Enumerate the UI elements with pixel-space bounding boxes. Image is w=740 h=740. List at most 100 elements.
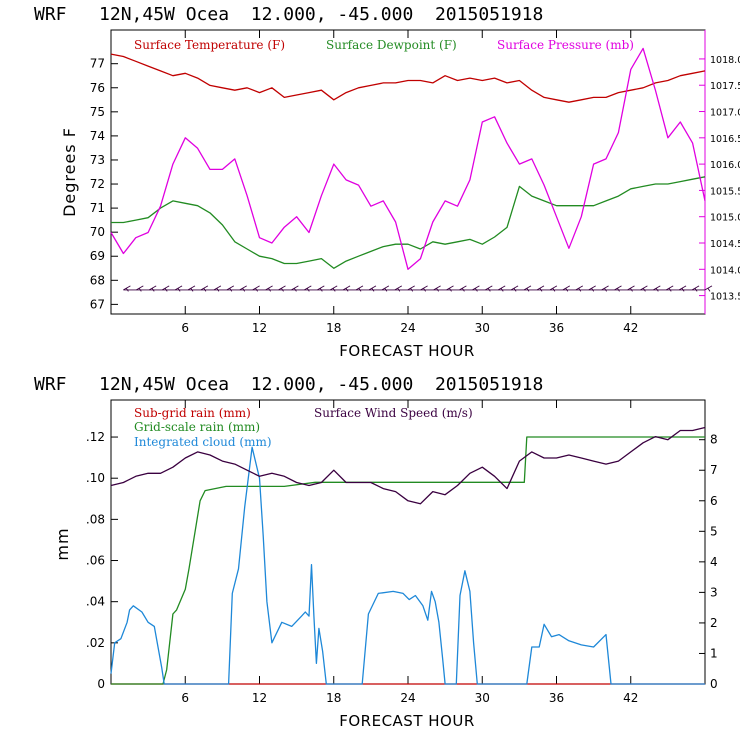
wind-barb — [665, 285, 674, 292]
y-tick-label: .10 — [86, 471, 105, 485]
legend-grid-rain: Grid-scale rain (mm) — [134, 420, 260, 434]
plot-frame — [110, 29, 706, 315]
wind-barb — [187, 285, 196, 292]
y2-tick-label: 1016.5 — [710, 134, 740, 145]
x-tick-label: 6 — [181, 691, 189, 705]
y2-tick-label: 1015.0 — [710, 213, 740, 224]
legend-wind: Surface Wind Speed (m/s) — [314, 406, 473, 420]
y2-tick-label: 1017.5 — [710, 81, 740, 92]
wind-barb — [265, 285, 273, 292]
x-tick-label: 18 — [326, 321, 341, 335]
wind-barb — [304, 285, 312, 292]
wind-barb — [329, 285, 338, 292]
y-tick-label: 70 — [90, 225, 105, 239]
wind-axis-ticks: 0 1 2 3 4 5 6 7 8 — [699, 433, 718, 691]
wind-barb — [368, 285, 377, 292]
wind-barb — [678, 285, 687, 292]
wind-barb — [523, 285, 532, 292]
y2-tick-label: 4 — [710, 555, 718, 569]
y2-tick-label: 5 — [710, 524, 718, 538]
wind-barb — [200, 285, 209, 292]
y2-tick-label: 1013.5 — [710, 292, 740, 303]
wind-barb — [136, 285, 144, 292]
wind-speed-line — [110, 426, 706, 505]
x-tick-label: 42 — [623, 691, 638, 705]
y2-tick-label: 1018.0 — [710, 55, 740, 66]
x-axis-ticks: 6 12 18 24 30 36 42 — [181, 400, 638, 705]
pressure-axis-ticks: 1013.5 1014.0 1014.5 1015.0 1015.5 1016.0 1016… — [699, 55, 740, 303]
wind-barb — [148, 285, 157, 292]
y2-tick-label: 1016.0 — [710, 160, 740, 171]
wind-barb — [252, 285, 260, 292]
y2-tick-label: 3 — [710, 585, 718, 599]
wind-barb — [691, 285, 700, 292]
y2-tick-label: 2 — [710, 616, 718, 630]
x-tick-label: 18 — [326, 691, 341, 705]
series-group — [110, 47, 706, 270]
y-tick-label: .04 — [86, 595, 105, 609]
wind-barb — [510, 285, 519, 292]
wind-barb — [213, 285, 222, 292]
wind-barb — [562, 285, 571, 292]
y2-tick-label: 1015.5 — [710, 186, 740, 197]
y2-tick-label: 7 — [710, 463, 718, 477]
pressure-line — [110, 47, 706, 270]
wind-barb — [614, 285, 622, 292]
wind-barb — [588, 285, 596, 292]
y-tick-label: .12 — [86, 430, 105, 444]
y-tick-label: 74 — [90, 129, 105, 143]
wind-barb — [174, 285, 183, 292]
x-tick-label: 36 — [549, 321, 564, 335]
legend-pressure: Surface Pressure (mb) — [497, 38, 634, 52]
dewpoint-line — [111, 176, 706, 269]
y-tick-label: .06 — [86, 554, 105, 568]
temperature-panel: WRF 12N,45W Ocea 12.000, -45.000 2015051… — [34, 4, 740, 360]
y-tick-label: 68 — [90, 273, 105, 287]
wind-barb — [278, 285, 286, 292]
legend-subgrid-rain: Sub-grid rain (mm) — [134, 406, 251, 420]
series-group — [110, 426, 706, 685]
cloud-line — [110, 446, 705, 685]
x-tick-label: 30 — [475, 691, 490, 705]
y2-tick-label: 8 — [710, 433, 718, 447]
wind-barb — [601, 285, 609, 292]
wind-barb — [704, 285, 713, 292]
y-tick-label: 75 — [90, 105, 105, 119]
y2-tick-label: 1 — [710, 646, 718, 660]
y-tick-label: 73 — [90, 153, 105, 167]
wind-barb — [575, 285, 584, 292]
y-tick-label: 72 — [90, 177, 105, 191]
wind-barb — [161, 285, 170, 292]
grid-rain-line — [111, 436, 705, 685]
y-tick-label: 69 — [90, 249, 105, 263]
wind-barb — [342, 285, 351, 292]
wind-barb — [123, 285, 131, 292]
wind-barb — [433, 285, 441, 292]
y-tick-label: .02 — [86, 636, 105, 650]
wind-barb — [420, 285, 428, 292]
y-tick-label: 67 — [90, 297, 105, 311]
y-axis-ticks: 67 68 69 70 71 72 73 74 75 76 77 — [90, 57, 118, 311]
legend-dewpoint: Surface Dewpoint (F) — [326, 38, 457, 52]
y-tick-label: 71 — [90, 201, 105, 215]
wind-barb — [497, 285, 506, 292]
y-axis-title: mm — [53, 527, 72, 560]
y-tick-label: .08 — [86, 512, 105, 526]
y2-tick-label: 1014.0 — [710, 265, 740, 276]
y-tick-label: 77 — [90, 57, 105, 71]
x-tick-label: 24 — [400, 691, 415, 705]
y2-tick-label: 0 — [710, 677, 718, 691]
x-axis-title: FORECAST HOUR — [339, 342, 475, 360]
x-axis-title: FORECAST HOUR — [339, 712, 475, 730]
y2-tick-label: 1017.0 — [710, 108, 740, 119]
y-axis-ticks: 0 .02 .04 .06 .08 .10 .12 — [86, 430, 118, 691]
x-tick-label: 24 — [400, 321, 415, 335]
y2-tick-label: 6 — [710, 494, 718, 508]
wind-barb — [291, 285, 299, 292]
wind-barb — [407, 285, 415, 292]
wind-barbs — [123, 285, 713, 292]
x-tick-label: 12 — [252, 691, 267, 705]
x-tick-label: 36 — [549, 691, 564, 705]
legend-temperature: Surface Temperature (F) — [134, 38, 285, 52]
